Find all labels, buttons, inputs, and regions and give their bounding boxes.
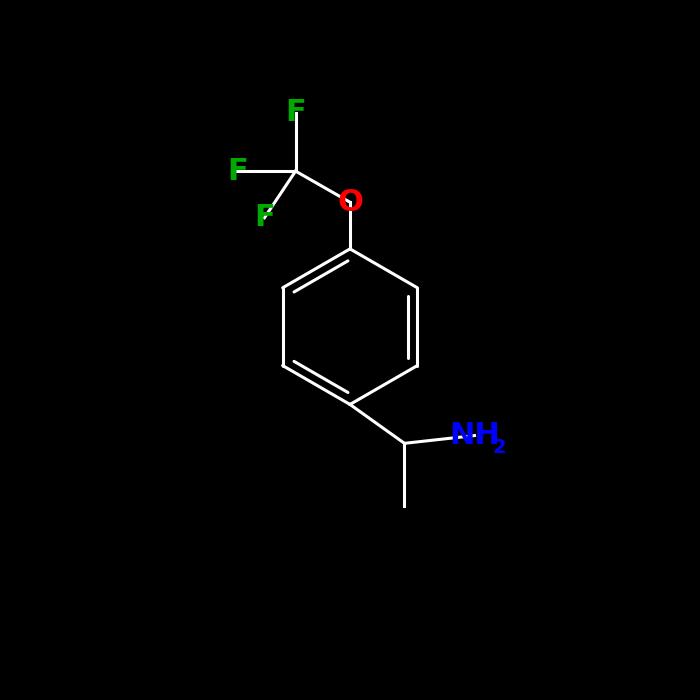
Text: F: F xyxy=(285,98,306,127)
Text: O: O xyxy=(337,188,363,217)
Text: F: F xyxy=(227,157,248,186)
Text: 2: 2 xyxy=(493,438,506,456)
Text: NH: NH xyxy=(449,421,500,450)
Text: F: F xyxy=(254,203,275,232)
